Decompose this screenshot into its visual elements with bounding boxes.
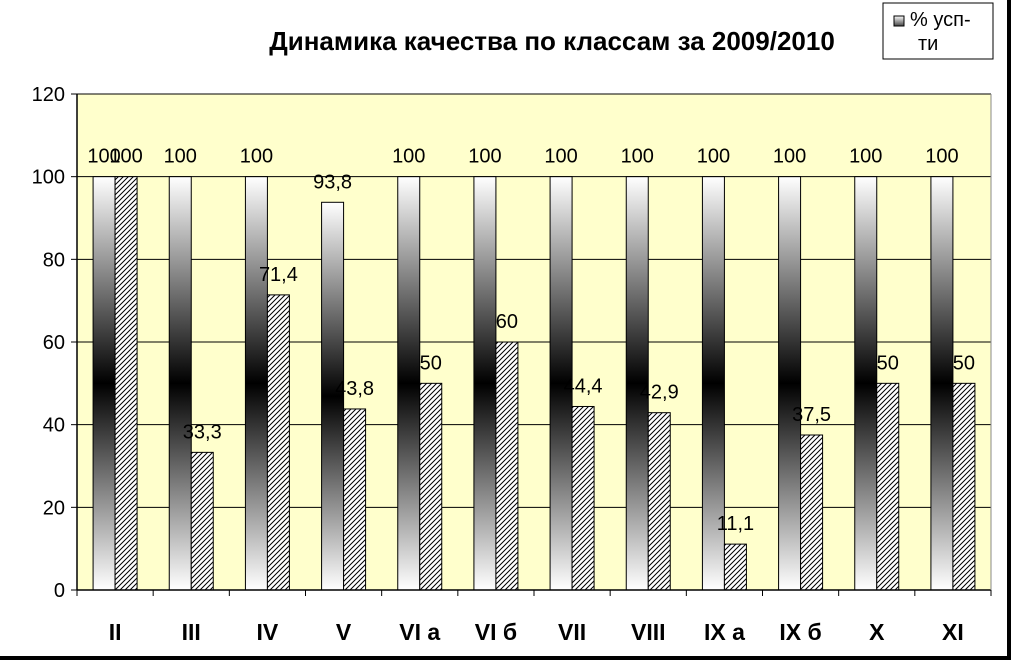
x-tick-label: VI б: [475, 619, 517, 645]
bar-series-2: [723, 543, 747, 591]
bars: [92, 176, 976, 591]
data-label: 33,3: [183, 421, 222, 443]
y-tick-label: 100: [32, 167, 65, 189]
data-label: 100: [87, 146, 120, 168]
bar-series-2: [495, 341, 519, 591]
data-label: 100: [468, 146, 501, 168]
data-label: 100: [164, 146, 197, 168]
bar-series-2: [952, 382, 976, 591]
data-label: 43,8: [335, 378, 374, 400]
bar-series-1: [930, 176, 954, 591]
data-label: 100: [392, 146, 425, 168]
y-tick-label: 80: [43, 249, 65, 271]
legend-label-line1: % усп-: [910, 9, 971, 31]
x-tick-label: X: [869, 619, 885, 645]
bar-series-2: [571, 405, 595, 591]
x-tick-label: IX б: [779, 619, 821, 645]
data-label: 100: [544, 146, 577, 168]
data-label: 100: [240, 146, 273, 168]
legend-label-line2: ти: [918, 33, 938, 55]
data-label: 37,5: [792, 404, 831, 426]
y-tick-label: 20: [43, 497, 65, 519]
x-tick-label: VIII: [631, 619, 666, 645]
x-tick-label: II: [109, 619, 122, 645]
chart-title: Динамика качества по классам за 2009/201…: [269, 26, 835, 56]
data-label: 93,8: [313, 171, 352, 193]
x-tick-label: V: [336, 619, 352, 645]
x-tick-label: IX а: [704, 619, 745, 645]
bar-series-1: [92, 176, 116, 591]
bar-series-2: [419, 382, 443, 591]
data-label: 44,4: [564, 375, 603, 397]
bar-series-2: [343, 408, 367, 591]
data-label: 42,9: [640, 382, 679, 404]
x-tick-label: XI: [942, 619, 964, 645]
bar-series-1: [778, 176, 802, 591]
bar-series-2: [266, 294, 290, 591]
x-tick-label: VII: [558, 619, 586, 645]
bar-series-1: [244, 176, 268, 591]
data-label: 100: [925, 146, 958, 168]
bar-series-2: [800, 434, 824, 591]
data-label: 100: [621, 146, 654, 168]
legend-marker: [893, 15, 905, 27]
x-tick-label: IV: [257, 619, 279, 645]
bar-series-2: [647, 412, 671, 591]
y-tick-label: 120: [32, 84, 65, 106]
data-label: 100: [849, 146, 882, 168]
gridlines: [71, 93, 991, 591]
y-tick-label: 60: [43, 332, 65, 354]
y-tick-label: 40: [43, 415, 65, 437]
x-tick-labels: II III IV V VI а VI б VII VIII IX а IX б X XI: [76, 590, 992, 645]
data-label: 60: [496, 311, 518, 333]
bar-series-1: [168, 176, 192, 591]
x-tick-label: VI а: [399, 619, 440, 645]
bar-series-1: [397, 176, 421, 591]
legend-box: [882, 2, 994, 60]
data-label: 50: [877, 352, 899, 374]
data-label: 71,4: [259, 264, 298, 286]
data-label: 100: [697, 146, 730, 168]
data-label: 100: [773, 146, 806, 168]
x-tick-label: III: [182, 619, 201, 645]
y-tick-labels: 0 20 40 60 80 100 120: [32, 84, 65, 602]
bar-series-2: [876, 382, 900, 591]
bar-series-2: [190, 451, 214, 591]
data-label: 100: [109, 146, 142, 168]
data-label: 50: [953, 352, 975, 374]
data-label: 11,1: [717, 513, 754, 535]
data-label: 50: [420, 352, 442, 374]
y-tick-label: 0: [54, 580, 65, 602]
legend: % усп- ти: [882, 2, 994, 60]
bar-series-1: [854, 176, 878, 591]
bar-series-2: [114, 176, 138, 591]
bar-series-1: [473, 176, 497, 591]
